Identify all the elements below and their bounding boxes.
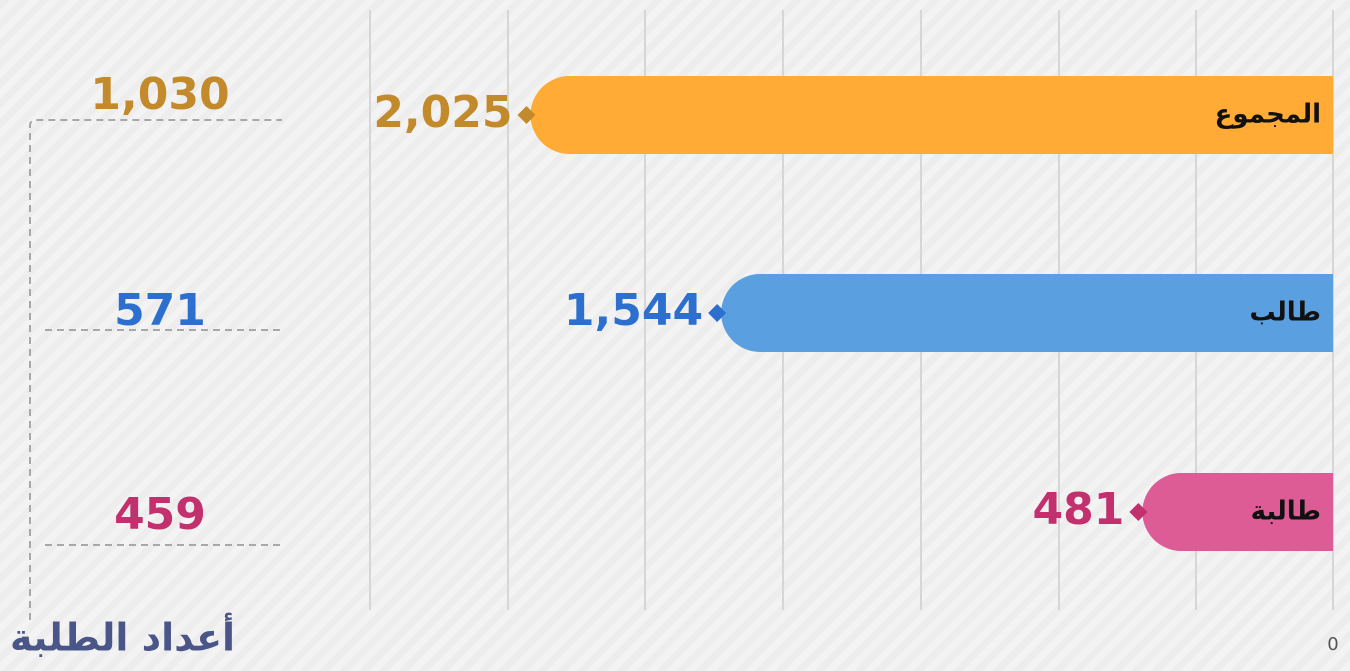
x-tick-label: 0	[1327, 634, 1338, 655]
side-value: 571	[114, 285, 206, 336]
category-label: المجموع	[1215, 100, 1321, 130]
category-label: طالبة	[1251, 497, 1321, 527]
value-label: 1,544	[564, 285, 703, 336]
category-label: طالب	[1249, 298, 1321, 328]
side-value: 1,030	[90, 69, 229, 120]
bar	[530, 76, 1333, 154]
value-label: 2,025	[373, 87, 512, 138]
side-title: أعداد الطلبة	[10, 613, 235, 660]
bar	[721, 274, 1333, 352]
bar-marker	[708, 304, 727, 322]
bar-marker	[517, 106, 536, 124]
side-value: 459	[114, 489, 206, 540]
bar	[1142, 473, 1333, 551]
side-decor	[29, 119, 282, 620]
bar-marker	[1129, 503, 1148, 521]
value-label: 481	[1033, 484, 1125, 535]
